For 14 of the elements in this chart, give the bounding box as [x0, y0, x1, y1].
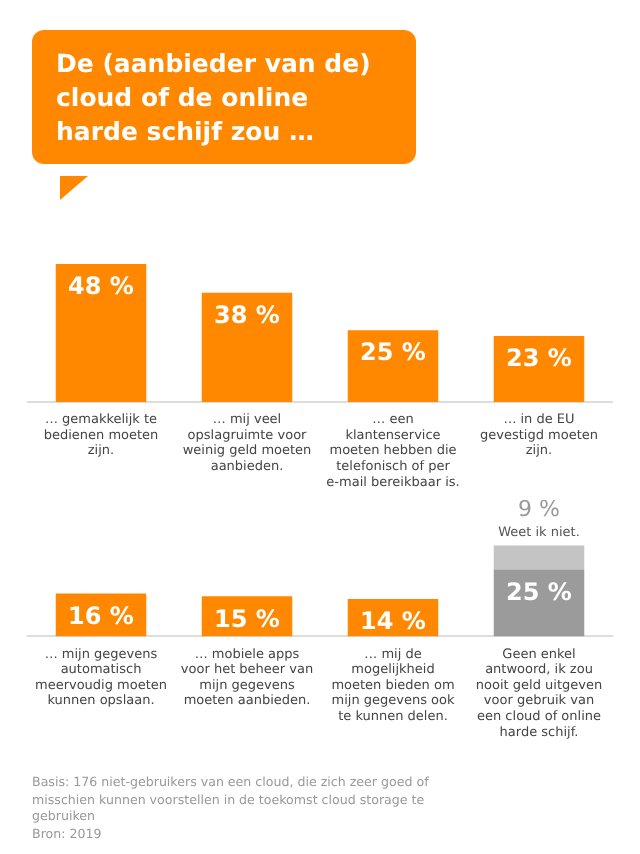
data-label: 48 % [68, 272, 134, 301]
data-label: 16 % [68, 601, 134, 630]
bar [347, 330, 439, 402]
data-label: 15 % [214, 604, 280, 633]
data-label: 25 % [506, 577, 572, 606]
data-label: 38 % [214, 301, 280, 329]
bar [201, 292, 293, 402]
bar [493, 545, 585, 570]
chart-title: De (aanbieder van de) cloud of de online harde schijf zou … [32, 30, 416, 164]
data-label: 25 % [360, 338, 426, 367]
bar [55, 264, 147, 402]
data-label: 23 % [506, 344, 572, 373]
data-label: 9 % [518, 496, 560, 523]
data-label: 14 % [360, 607, 426, 636]
